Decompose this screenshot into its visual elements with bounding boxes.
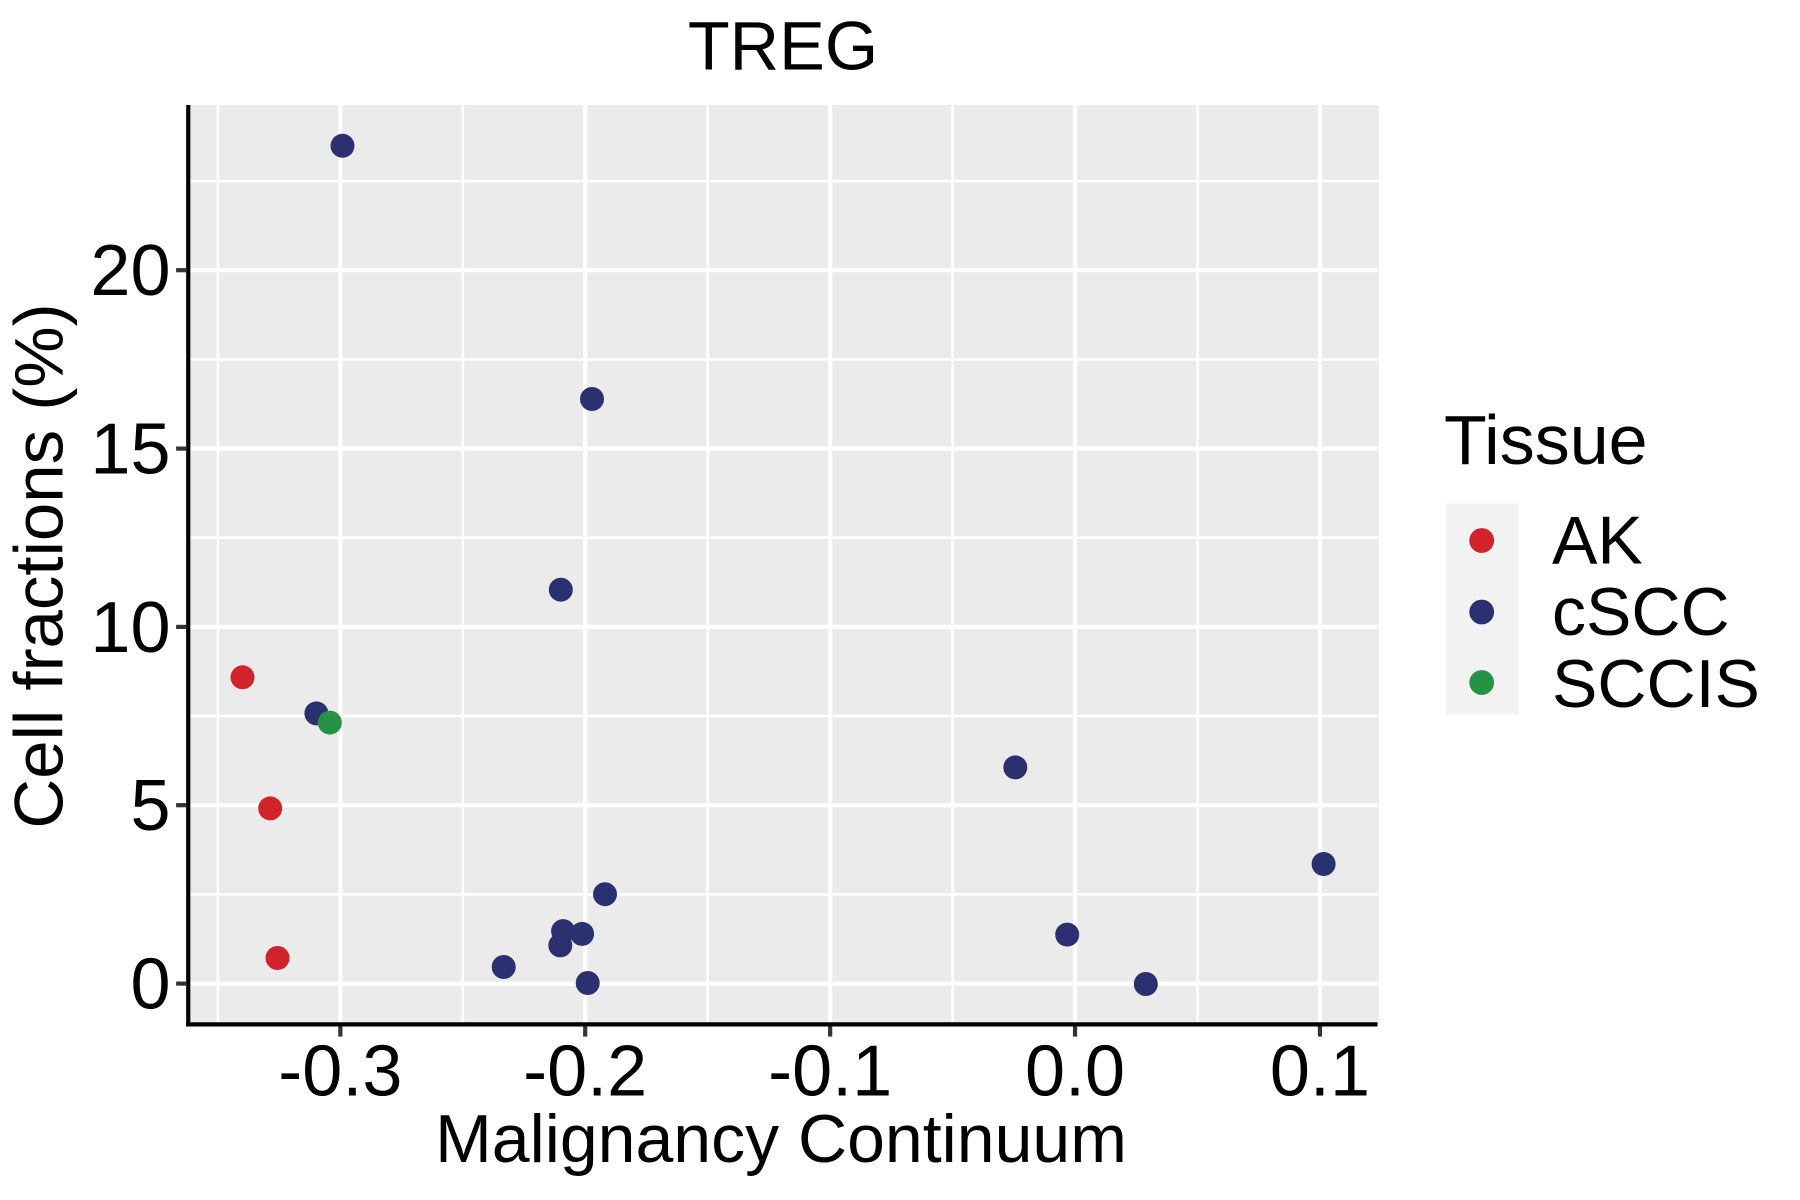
svg-text:-0.2: -0.2 — [523, 1032, 647, 1112]
svg-text:Cell fractions (%): Cell fractions (%) — [1, 303, 78, 828]
svg-text:SCCIS: SCCIS — [1552, 646, 1760, 722]
svg-text:-0.1: -0.1 — [768, 1032, 892, 1112]
svg-text:0.0: 0.0 — [1025, 1032, 1125, 1112]
svg-text:0.1: 0.1 — [1270, 1032, 1370, 1112]
svg-text:Tissue: Tissue — [1444, 401, 1648, 479]
svg-text:20: 20 — [90, 231, 170, 311]
svg-text:Malignancy Continuum: Malignancy Continuum — [435, 1101, 1127, 1177]
svg-text:5: 5 — [130, 766, 170, 846]
svg-text:0: 0 — [130, 945, 170, 1025]
svg-text:10: 10 — [90, 588, 170, 668]
svg-text:15: 15 — [90, 410, 170, 490]
svg-text:TREG: TREG — [688, 8, 878, 85]
svg-text:cSCC: cSCC — [1552, 574, 1730, 650]
svg-text:-0.3: -0.3 — [278, 1032, 402, 1112]
svg-text:AK: AK — [1552, 503, 1643, 579]
